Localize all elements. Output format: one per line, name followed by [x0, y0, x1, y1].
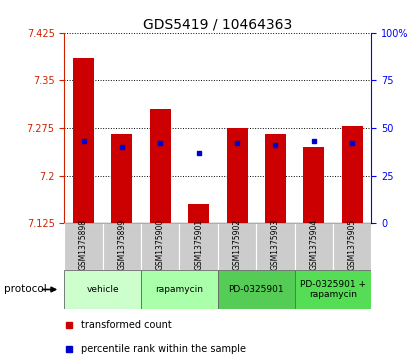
- Text: GSM1375903: GSM1375903: [271, 219, 280, 270]
- Bar: [103, 223, 141, 270]
- Text: GSM1375905: GSM1375905: [348, 219, 357, 270]
- Text: GSM1375904: GSM1375904: [309, 219, 318, 270]
- Text: GSM1375898: GSM1375898: [79, 219, 88, 270]
- Text: rapamycin: rapamycin: [156, 285, 203, 294]
- Text: percentile rank within the sample: percentile rank within the sample: [81, 344, 246, 354]
- Bar: [150, 109, 171, 223]
- Text: PD-0325901: PD-0325901: [228, 285, 284, 294]
- Text: GSM1375902: GSM1375902: [232, 219, 242, 270]
- Bar: [303, 147, 325, 223]
- Text: PD-0325901 +
rapamycin: PD-0325901 + rapamycin: [300, 280, 366, 299]
- Bar: [64, 223, 103, 270]
- Bar: [180, 223, 218, 270]
- Text: GSM1375899: GSM1375899: [117, 219, 127, 270]
- Bar: [256, 223, 295, 270]
- Text: vehicle: vehicle: [86, 285, 119, 294]
- Text: transformed count: transformed count: [81, 321, 172, 330]
- Bar: [64, 270, 141, 309]
- Bar: [342, 126, 363, 223]
- Bar: [265, 134, 286, 223]
- Bar: [218, 270, 295, 309]
- Bar: [218, 223, 256, 270]
- Bar: [188, 204, 209, 223]
- Bar: [333, 223, 371, 270]
- Bar: [141, 223, 180, 270]
- Title: GDS5419 / 10464363: GDS5419 / 10464363: [143, 17, 293, 32]
- Text: GSM1375900: GSM1375900: [156, 219, 165, 270]
- Bar: [73, 58, 94, 223]
- Text: GSM1375901: GSM1375901: [194, 219, 203, 270]
- Bar: [295, 223, 333, 270]
- Text: protocol: protocol: [4, 285, 47, 294]
- Bar: [111, 134, 132, 223]
- Bar: [141, 270, 218, 309]
- Bar: [227, 128, 248, 223]
- Bar: [295, 270, 371, 309]
